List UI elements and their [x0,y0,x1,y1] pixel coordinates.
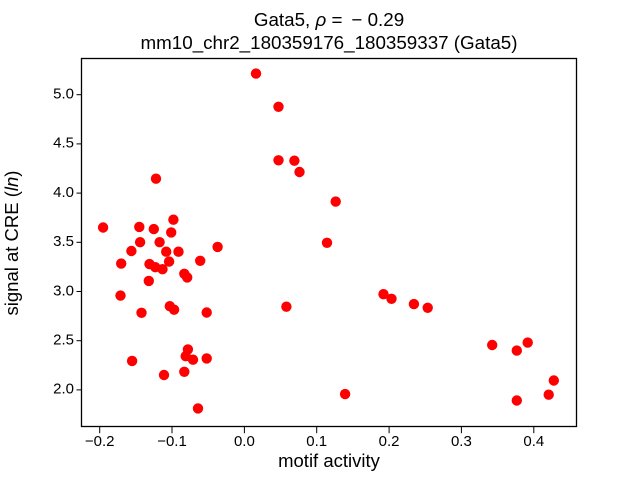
svg-text:2.0: 2.0 [53,381,74,398]
svg-text:3.5: 3.5 [53,233,74,250]
svg-text:−0.2: −0.2 [85,433,115,450]
svg-text:0.0: 0.0 [234,433,255,450]
svg-text:4.5: 4.5 [53,135,74,152]
svg-text:2.5: 2.5 [53,332,74,349]
svg-text:0.3: 0.3 [451,433,472,450]
svg-text:4.0: 4.0 [53,184,74,201]
svg-text:5.0: 5.0 [53,86,74,103]
svg-text:−0.1: −0.1 [157,433,187,450]
svg-text:0.1: 0.1 [306,433,327,450]
svg-text:0.4: 0.4 [523,433,544,450]
svg-text:0.2: 0.2 [379,433,400,450]
svg-text:3.0: 3.0 [53,282,74,299]
svg-text:signal at CRE (ln): signal at CRE (ln) [1,171,22,316]
svg-text:motif activity: motif activity [278,450,381,471]
